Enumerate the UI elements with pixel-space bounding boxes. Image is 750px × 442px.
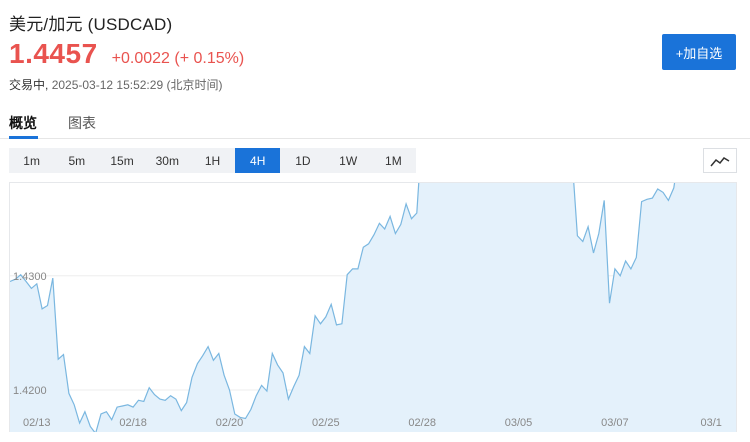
tab-overview[interactable]: 概览 bbox=[9, 115, 37, 131]
tab-chart[interactable]: 图表 bbox=[68, 115, 96, 131]
current-price: 1.4457 bbox=[9, 38, 98, 69]
period-1d[interactable]: 1D bbox=[295, 153, 311, 168]
trading-status: 交易中, bbox=[9, 78, 49, 92]
period-5m[interactable]: 5m bbox=[68, 153, 86, 168]
active-tab-indicator bbox=[9, 136, 38, 139]
y-tick-label: 1.4200 bbox=[13, 385, 47, 397]
y-tick-label: 1.4300 bbox=[13, 271, 47, 283]
change-percent: (+ 0.15%) bbox=[174, 50, 245, 67]
x-tick-label: 02/13 bbox=[23, 417, 51, 429]
price-change: +0.0022 (+ 0.15%) bbox=[112, 50, 245, 68]
x-tick-label: 03/1 bbox=[701, 417, 722, 429]
period-1m[interactable]: 1m bbox=[23, 153, 40, 168]
price-row: 1.4457 +0.0022 (+ 0.15%) bbox=[9, 38, 244, 70]
x-tick-label: 02/25 bbox=[312, 417, 340, 429]
change-value: +0.0022 bbox=[111, 50, 170, 67]
period-30m[interactable]: 30m bbox=[155, 153, 179, 168]
content-tabs: 概览 图表 bbox=[0, 108, 750, 139]
period-1mo[interactable]: 1M bbox=[385, 153, 402, 168]
quote-timestamp: 2025-03-12 15:52:29 (北京时间) bbox=[51, 78, 223, 92]
x-tick-label: 02/20 bbox=[216, 417, 244, 429]
x-tick-label: 02/28 bbox=[408, 417, 436, 429]
add-to-watchlist-button[interactable]: +加自选 bbox=[662, 34, 736, 70]
period-selector: 1m 5m 15m 30m 1H 4H 1D 1W 1M bbox=[9, 148, 416, 173]
period-15m[interactable]: 15m bbox=[110, 153, 134, 168]
x-tick-label: 03/07 bbox=[601, 417, 629, 429]
chart-type-button[interactable] bbox=[703, 148, 737, 173]
x-tick-label: 02/18 bbox=[119, 417, 147, 429]
x-tick-label: 03/05 bbox=[505, 417, 533, 429]
period-4h[interactable]: 4H bbox=[235, 148, 281, 173]
trading-status-line: 交易中, 2025-03-12 15:52:29 (北京时间) bbox=[9, 76, 222, 93]
instrument-title: 美元/加元 (USDCAD) bbox=[9, 15, 173, 34]
period-1h[interactable]: 1H bbox=[204, 153, 221, 168]
price-chart[interactable]: 1.42001.43001.44001.450002/1302/1802/200… bbox=[9, 182, 737, 432]
price-area bbox=[10, 183, 736, 432]
period-1w[interactable]: 1W bbox=[339, 153, 358, 168]
price-chart-svg: 1.42001.43001.44001.450002/1302/1802/200… bbox=[10, 183, 736, 432]
price-line bbox=[10, 183, 676, 432]
line-chart-icon bbox=[710, 156, 730, 166]
